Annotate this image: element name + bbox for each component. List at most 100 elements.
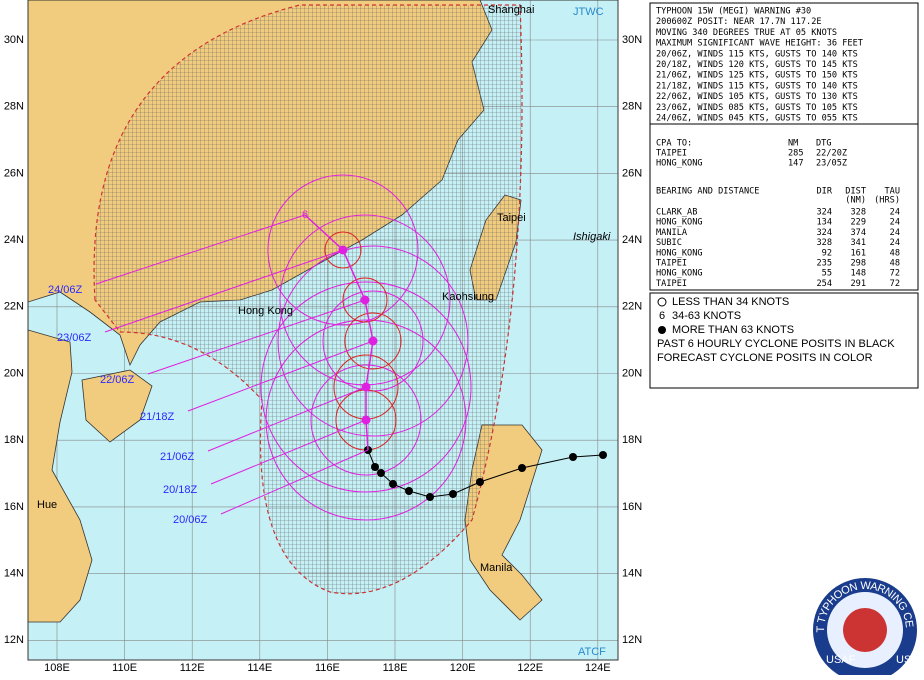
warning-line: TYPHOON 15W (MEGI) WARNING #30 — [656, 7, 811, 17]
bearing-cell: 235 — [816, 259, 832, 269]
lat-label-right: 30N — [622, 34, 642, 46]
lon-label: 120E — [450, 662, 476, 674]
lat-label-right: 22N — [622, 301, 642, 313]
legend-entry: 34-63 KNOTS — [672, 310, 741, 322]
forecast-leader — [210, 419, 367, 485]
forecast-leader — [147, 299, 366, 375]
bearing-cell: HONG_KONG — [656, 218, 703, 228]
bearing-cell: 291 — [850, 279, 866, 289]
lon-label: 114E — [247, 662, 272, 674]
bearing-header: TAU — [884, 187, 900, 197]
bearing-cell: 55 — [822, 269, 832, 279]
bearing-cell: 324 — [816, 228, 832, 238]
warning-line: 200600Z POSIT: NEAR 17.7N 117.2E — [656, 17, 822, 27]
warning-line: 21/06Z, WINDS 125 KTS, GUSTS TO 150 KTS — [656, 71, 858, 81]
lon-label: 108E — [44, 662, 70, 674]
bearing-cell: CLARK_AB — [656, 208, 697, 218]
legend-entry: FORECAST CYCLONE POSITS IN COLOR — [657, 352, 873, 364]
bearing-header: DIR — [816, 187, 832, 197]
bearing-cell: 298 — [850, 259, 866, 269]
forecast-label: 22/06Z — [100, 374, 135, 386]
city-label: Kaohsiung — [442, 291, 494, 303]
cpa-cell: HONG_KONG — [656, 159, 703, 169]
bearing-cell: HONG_KONG — [656, 248, 703, 258]
past-posit — [371, 463, 379, 471]
logo-right: USN — [896, 654, 919, 666]
city-label: Ishigaki — [573, 231, 611, 243]
city-label: Manila — [480, 562, 513, 574]
lon-label: 124E — [585, 662, 611, 674]
agency-bottom: ATCF — [578, 646, 606, 658]
forecast-leader — [95, 214, 306, 285]
bearing-cell: TAIPEI — [656, 279, 687, 289]
bearing-subheader: (NM) — [845, 196, 866, 206]
past-posit — [569, 453, 577, 461]
lat-label-right: 24N — [622, 234, 642, 246]
lat-label: 20N — [4, 367, 24, 379]
bearing-cell: 48 — [890, 259, 900, 269]
lat-label-right: 14N — [622, 568, 642, 580]
map: 6 — [28, 0, 618, 660]
cpa-cell: 23/05Z — [816, 159, 847, 169]
lat-label-right: 12N — [622, 634, 642, 646]
lat-label: 18N — [4, 434, 24, 446]
bearing-cell: 24 — [890, 228, 900, 238]
forecast-leader — [104, 249, 344, 333]
cpa-cell: 285 — [788, 149, 804, 159]
land-hainan — [81, 369, 153, 443]
bearing-cell: 72 — [890, 279, 900, 289]
cpa-cell: 147 — [788, 159, 804, 169]
lat-label-right: 18N — [622, 434, 642, 446]
bearing-cell: 229 — [850, 218, 866, 228]
bearing-cell: 24 — [890, 218, 900, 228]
map-frame — [27, 0, 619, 661]
past-posit — [377, 469, 385, 477]
warning-line: 24/06Z, WINDS 045 KTS, GUSTS TO 055 KTS — [656, 114, 858, 124]
bearing-cell: 328 — [816, 238, 832, 248]
lon-label: 110E — [112, 662, 137, 674]
bearing-cell: SUBIC — [656, 238, 682, 248]
bearing-header: BEARING AND DISTANCE — [656, 187, 759, 197]
warning-line: 20/18Z, WINDS 120 KTS, GUSTS TO 145 KTS — [656, 60, 858, 70]
lat-label: 30N — [4, 34, 24, 46]
legend-entry: LESS THAN 34 KNOTS — [672, 296, 789, 308]
warning-line: MAXIMUM SIGNIFICANT WAVE HEIGHT: 36 FEET — [656, 39, 863, 49]
lon-label: 116E — [315, 662, 340, 674]
agency-top: JTWC — [573, 6, 604, 18]
cpa-cell: 22/20Z — [816, 149, 847, 159]
warning-line: MOVING 340 DEGREES TRUE AT 05 KNOTS — [656, 28, 837, 38]
bearing-cell: 161 — [850, 248, 866, 258]
forecast-label: 20/18Z — [163, 484, 198, 496]
forecast-leader — [220, 449, 369, 515]
lat-label: 12N — [4, 634, 24, 646]
track: 6 — [95, 209, 607, 515]
cpa-cell: TAIPEI — [656, 149, 687, 159]
bearing-cell: 24 — [890, 238, 900, 248]
forecast-leader — [207, 386, 367, 452]
cpa-header: NM — [788, 139, 798, 149]
past-posit — [449, 490, 457, 498]
past-posit — [426, 493, 434, 501]
legend-symbol — [657, 297, 667, 307]
forecast-label: 20/06Z — [173, 514, 208, 526]
warning-line: 21/18Z, WINDS 115 KTS, GUSTS TO 140 KTS — [656, 81, 858, 91]
bearing-cell: 374 — [850, 228, 866, 238]
forecast-leader — [187, 340, 374, 412]
bearing-cell: 324 — [816, 208, 832, 218]
forecast-label: 21/06Z — [160, 451, 195, 463]
lon-label: 122E — [517, 662, 543, 674]
lat-label: 24N — [4, 234, 24, 246]
bearing-cell: 24 — [890, 208, 900, 218]
bearing-header: DIST — [845, 187, 866, 197]
lon-label: 118E — [383, 662, 408, 674]
warning-panel — [649, 2, 919, 291]
past-posit — [476, 478, 484, 486]
lat-label: 22N — [4, 301, 24, 313]
warning-line: 23/06Z, WINDS 085 KTS, GUSTS TO 105 KTS — [656, 103, 858, 113]
bearing-cell: MANILA — [656, 228, 688, 238]
forecast-label: 21/18Z — [140, 411, 175, 423]
bearing-subheader: (HRS) — [874, 196, 900, 206]
city-label: Shanghai — [488, 4, 535, 16]
warning-line: 20/06Z, WINDS 115 KTS, GUSTS TO 140 KTS — [656, 49, 858, 59]
